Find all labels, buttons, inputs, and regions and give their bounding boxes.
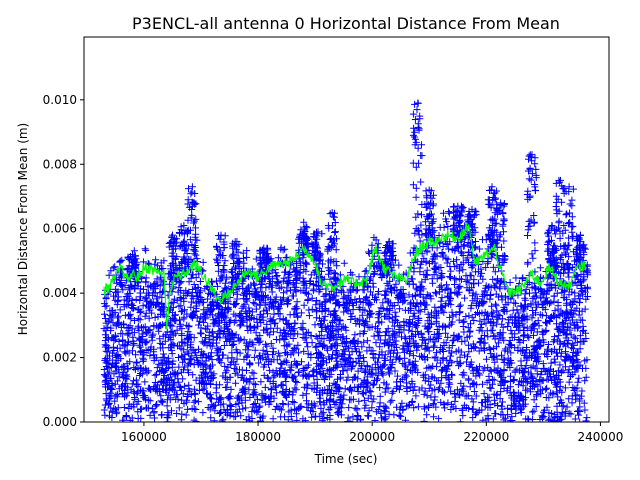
x-axis-label: Time (sec) [314,452,378,466]
x-tick-label: 180000 [235,430,281,444]
x-tick-label: 200000 [349,430,395,444]
x-tick-label: 240000 [578,430,624,444]
scatter-spike-3 [184,183,201,271]
scatter-spike-9 [324,209,341,289]
scatter-points [100,203,592,422]
scatter-spike-18 [544,222,560,272]
scatter-spike-16 [492,199,509,275]
scatter-spike-17 [523,151,540,279]
plot-frame [83,36,610,423]
scatter-spike-11 [409,99,426,252]
scatter-spike-2 [175,222,192,276]
scatter-spike-20 [561,183,577,287]
scatter-spike-15 [484,183,501,251]
scatter-spike-12 [421,186,437,244]
y-tick-label: 0.006 [43,222,77,236]
y-axis: 0.000 0.002 0.004 0.006 0.008 0.010 [43,93,84,429]
scatter-spike-4 [212,231,229,300]
y-tick-label: 0.002 [43,351,77,365]
y-tick-label: 0.010 [43,93,77,107]
y-tick-label: 0.004 [43,286,77,300]
mean-line [103,223,587,330]
x-axis: 160000 180000 200000 220000 240000 [121,422,623,444]
y-axis-label: Horizontal Distance From Mean (m) [16,123,30,335]
chart-title: P3ENCL-all antenna 0 Horizontal Distance… [132,14,560,33]
x-tick-label: 220000 [463,430,509,444]
y-tick-label: 0.008 [43,157,77,171]
y-tick-label: 0.000 [43,415,77,429]
scatter-series [100,99,592,422]
x-tick-label: 160000 [121,430,167,444]
